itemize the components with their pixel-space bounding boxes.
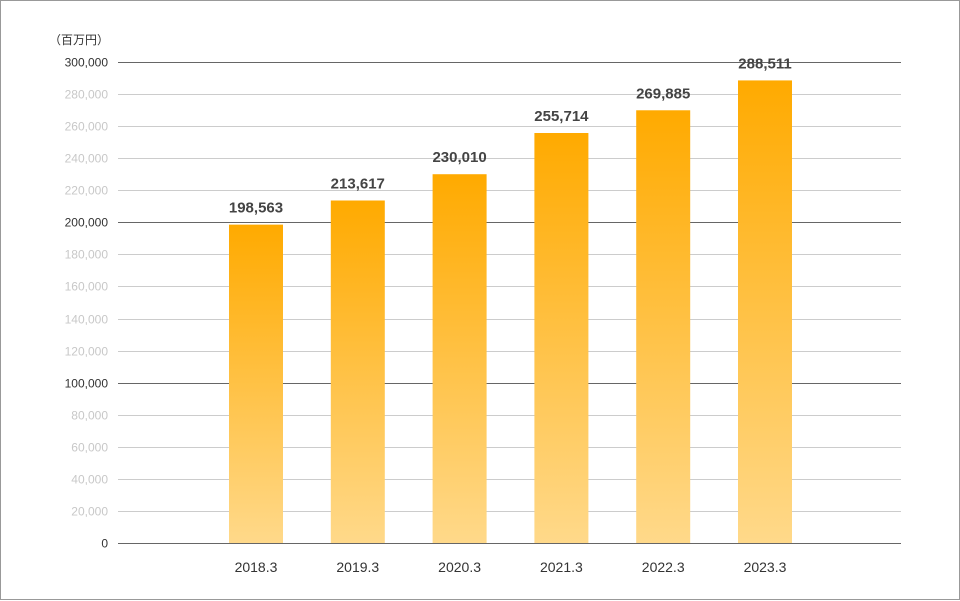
bar-2022.3 bbox=[636, 110, 691, 543]
bar-2023.3 bbox=[738, 80, 792, 543]
y-tick-label: 160,000 bbox=[65, 280, 109, 294]
y-tick-label: 200,000 bbox=[65, 216, 109, 230]
y-tick-label: 180,000 bbox=[65, 248, 109, 262]
bar-value-label: 269,885 bbox=[636, 85, 690, 102]
y-tick-label: 60,000 bbox=[71, 441, 108, 455]
y-tick-label: 100,000 bbox=[65, 377, 109, 391]
y-tick-label: 20,000 bbox=[71, 505, 108, 519]
bar-value-label: 255,714 bbox=[534, 108, 589, 125]
x-tick-label: 2022.3 bbox=[642, 559, 685, 575]
bar-value-label: 288,511 bbox=[738, 55, 791, 72]
y-tick-label: 120,000 bbox=[65, 345, 109, 359]
y-tick-label: 240,000 bbox=[65, 152, 109, 166]
x-tick-label: 2020.3 bbox=[438, 559, 481, 575]
bars bbox=[229, 80, 792, 544]
bar-2021.3 bbox=[534, 133, 589, 543]
bar-2018.3 bbox=[229, 224, 283, 543]
bar-value-label: 230,010 bbox=[432, 149, 486, 166]
x-tick-label: 2019.3 bbox=[336, 559, 379, 575]
y-tick-label: 80,000 bbox=[71, 409, 108, 423]
y-tick-label: 260,000 bbox=[65, 120, 109, 134]
x-axis-ticks: 2018.3 2019.3 2020.3 2021.3 2022.3 2023.3 bbox=[235, 559, 787, 575]
y-tick-label: 140,000 bbox=[65, 313, 109, 327]
bar-value-label: 198,563 bbox=[229, 200, 283, 217]
bar-2020.3 bbox=[432, 174, 487, 544]
bar-2019.3 bbox=[330, 200, 385, 544]
x-tick-label: 2021.3 bbox=[540, 559, 583, 575]
bar-value-labels: 198,563 213,617 230,010 255,714 269,885 288,5… bbox=[229, 55, 792, 216]
y-tick-label: 40,000 bbox=[71, 473, 108, 487]
y-tick-label: 220,000 bbox=[65, 184, 109, 198]
y-tick-label: 0 bbox=[101, 537, 108, 551]
x-tick-label: 2018.3 bbox=[235, 559, 278, 575]
y-tick-label: 280,000 bbox=[65, 88, 109, 102]
y-tick-label: 300,000 bbox=[65, 56, 109, 70]
x-tick-label: 2023.3 bbox=[744, 559, 787, 575]
y-axis-ticks: 0 20,000 40,000 60,000 80,000 100,000 120,000 1… bbox=[65, 56, 109, 551]
y-axis-unit-label: （百万円） bbox=[49, 33, 109, 47]
bar-value-label: 213,617 bbox=[331, 176, 385, 193]
